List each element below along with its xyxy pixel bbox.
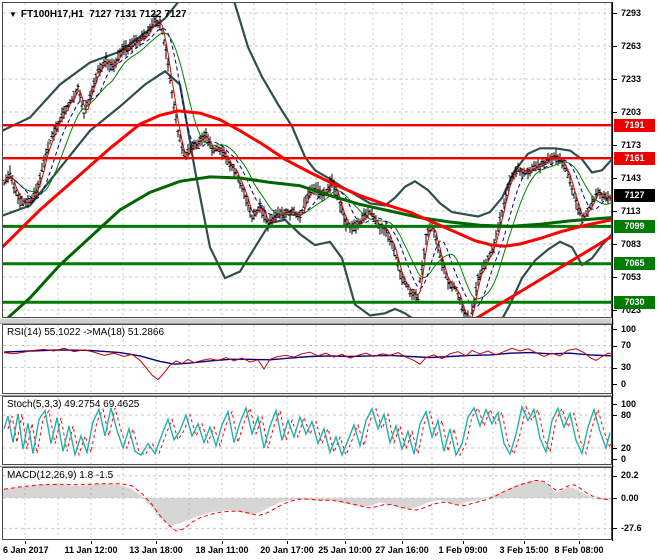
- time-tick-label: 1 Feb 09:00: [438, 545, 488, 555]
- rsi-tick-label: 30: [621, 362, 632, 372]
- axis-tick: [345, 541, 346, 544]
- stochastic-panel[interactable]: Stoch(5,3,3) 49.2754 69.4625: [2, 396, 612, 465]
- axis-tick: [613, 178, 617, 179]
- time-tick-label: 11 Jan 12:00: [64, 545, 118, 555]
- stochastic-header: Stoch(5,3,3) 49.2754 69.4625: [7, 399, 140, 410]
- level-price-badge: 7099: [614, 219, 655, 233]
- chart-title: ▼ FT100H17,H1 7127 7131 7122 7127: [9, 9, 187, 20]
- axis-tick: [613, 79, 617, 80]
- axis-tick: [613, 475, 617, 477]
- time-tick-label: 6 Jan 2017: [3, 545, 49, 555]
- axis-tick: [222, 541, 223, 544]
- stoch-tick-label: 100: [621, 398, 637, 409]
- axis-tick: [613, 498, 617, 499]
- price-tick-label: 7233: [621, 73, 642, 84]
- macd-tick-label: 0.00: [621, 492, 639, 503]
- axis-tick: [613, 367, 617, 369]
- axis-tick: [579, 541, 580, 544]
- level-price-badge: 7161: [614, 151, 655, 165]
- price-chart-canvas[interactable]: [3, 3, 611, 317]
- axis-tick: [613, 211, 617, 212]
- price-tick-label: 7083: [621, 238, 642, 249]
- axis-tick: [613, 310, 617, 311]
- macd-tick-label: 20.2: [621, 470, 639, 481]
- axis-tick: [613, 415, 617, 416]
- axis-tick: [287, 541, 288, 544]
- level-price-badge: 7030: [614, 295, 655, 309]
- axis-tick: [613, 112, 617, 113]
- price-tick-label: 7203: [621, 106, 642, 117]
- stochastic-canvas[interactable]: [3, 397, 611, 464]
- price-tick-label: 7023: [621, 304, 642, 315]
- macd-header: MACD(12,26,9) 1.8 -1.5: [7, 470, 114, 481]
- panel-splitter[interactable]: [0, 318, 660, 324]
- chart-ohlc-values: 7127 7131 7122 7127: [89, 9, 187, 20]
- axis-tick: [613, 244, 617, 245]
- axis-tick: [613, 459, 617, 460]
- price-tick-label: 7173: [621, 139, 642, 150]
- rsi-panel[interactable]: RSI(14) 55.1022 ->MA(18) 51.2866: [2, 324, 612, 394]
- axis-tick: [402, 541, 403, 544]
- time-tick-label: 25 Jan 10:00: [318, 545, 372, 555]
- panel-splitter[interactable]: [0, 465, 660, 467]
- axis-tick: [613, 13, 617, 14]
- axis-tick: [613, 329, 617, 330]
- rsi-canvas[interactable]: [3, 325, 611, 393]
- axis-tick: [463, 541, 464, 544]
- price-tick-label: 7293: [621, 7, 642, 18]
- macd-canvas[interactable]: [3, 468, 611, 539]
- chart-collapse-icon[interactable]: ▼: [9, 10, 17, 19]
- time-tick-label: 3 Feb 15:00: [499, 545, 549, 555]
- axis-tick: [91, 541, 92, 544]
- price-scale[interactable]: [614, 0, 660, 560]
- axis-tick: [613, 528, 617, 530]
- stoch-tick-label: 20: [621, 442, 632, 453]
- axis-tick: [613, 145, 617, 146]
- rsi-tick-label: 70: [621, 340, 632, 350]
- axis-tick: [613, 46, 617, 47]
- time-tick-label: 18 Jan 11:00: [195, 545, 249, 555]
- stoch-tick-label: 80: [621, 409, 632, 420]
- price-tick-label: 7263: [621, 40, 642, 51]
- main-chart-panel[interactable]: ▼ FT100H17,H1 7127 7131 7122 7127: [2, 2, 612, 318]
- time-tick-label: 27 Jan 16:00: [375, 545, 429, 555]
- axis-tick: [25, 541, 26, 544]
- level-price-badge: 7065: [614, 257, 655, 271]
- macd-panel[interactable]: MACD(12,26,9) 1.8 -1.5: [2, 467, 612, 540]
- axis-tick: [613, 404, 617, 405]
- axis-tick: [613, 384, 617, 385]
- axis-tick: [613, 277, 617, 278]
- rsi-tick-label: 100: [621, 323, 637, 334]
- axis-tick: [613, 345, 617, 347]
- axis-tick: [524, 541, 525, 544]
- level-price-badge: 7191: [614, 118, 655, 132]
- current-price-badge: 7127: [614, 189, 655, 203]
- stoch-tick-label: 0: [621, 453, 627, 464]
- rsi-header: RSI(14) 55.1022 ->MA(18) 51.2866: [7, 327, 165, 338]
- axis-tick: [613, 448, 617, 449]
- time-tick-label: 20 Jan 17:00: [260, 545, 314, 555]
- macd-tick-label: -27.6: [621, 522, 642, 533]
- axis-tick: [156, 541, 157, 544]
- price-tick-label: 7143: [621, 172, 642, 183]
- chart-symbol-label: FT100H17,H1: [20, 9, 84, 20]
- panel-splitter[interactable]: [0, 394, 660, 396]
- time-tick-label: 13 Jan 18:00: [129, 545, 183, 555]
- price-tick-label: 7113: [621, 205, 641, 216]
- rsi-tick-label: 0: [621, 378, 627, 389]
- price-tick-label: 7053: [621, 271, 642, 282]
- time-tick-label: 8 Feb 08:00: [554, 545, 604, 555]
- price-axis-line: [612, 2, 613, 541]
